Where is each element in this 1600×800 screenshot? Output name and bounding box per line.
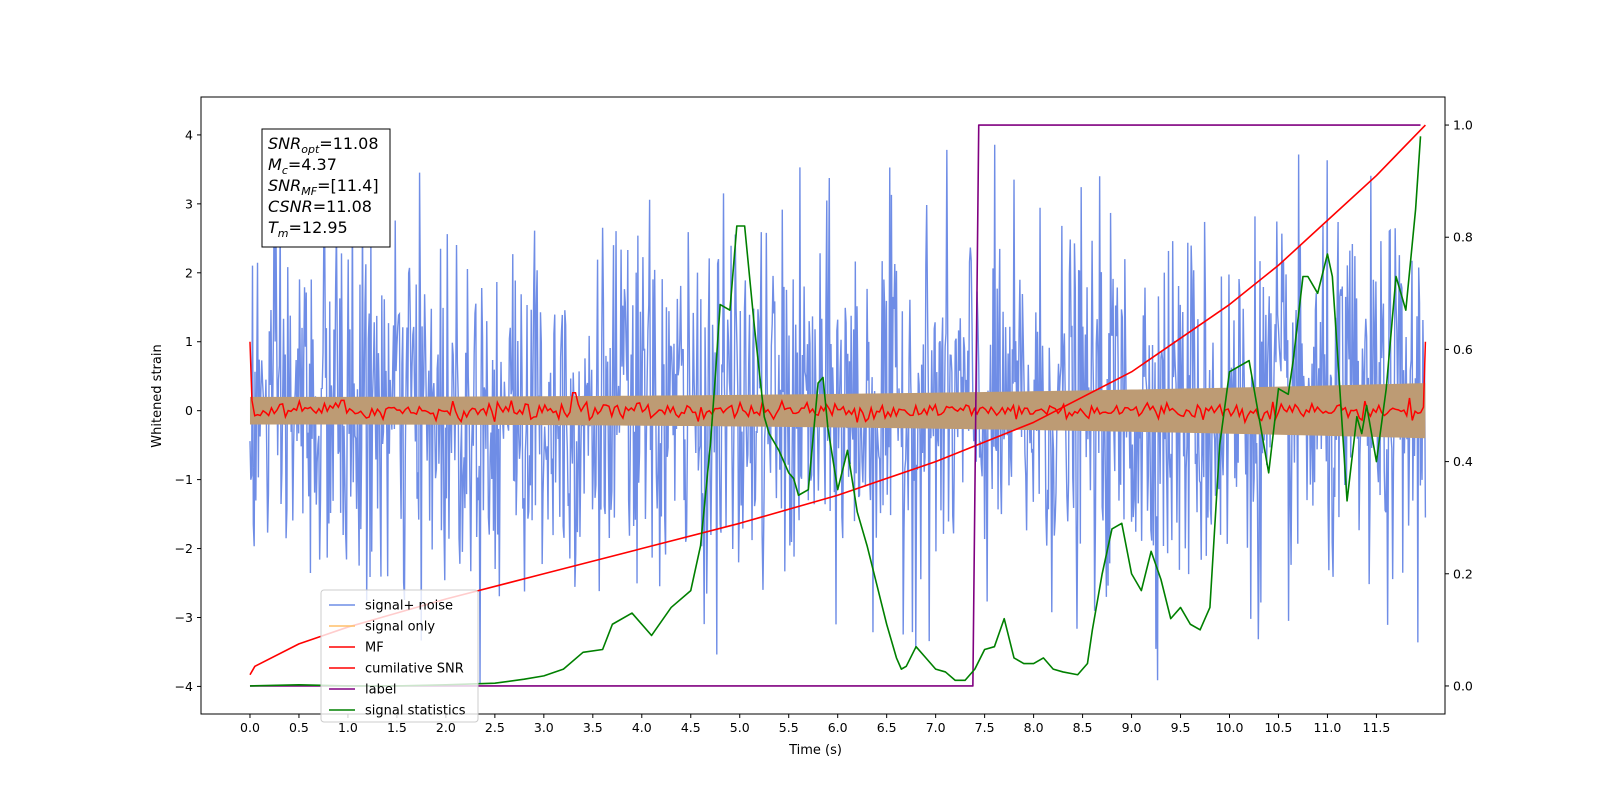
mc-label: M	[268, 155, 282, 174]
legend-label-label: label	[365, 683, 396, 698]
y2-tick-label: 0.8	[1453, 230, 1473, 245]
y-axis-label: Whitened strain	[150, 344, 165, 447]
y-tick-label: −1	[175, 472, 193, 487]
x-tick-label: 9.5	[1171, 720, 1191, 735]
snr-opt-label: SNR	[268, 134, 301, 153]
x-tick-label: 2.5	[485, 720, 505, 735]
y2-tick-label: 0.6	[1453, 342, 1473, 357]
annotation-snr-opt: SNRopt=11.08	[268, 134, 379, 156]
x-tick-label: 9.0	[1122, 720, 1142, 735]
snr-mf-sub: MF	[301, 185, 317, 198]
x-tick-label: 10.5	[1265, 720, 1293, 735]
snr-opt-sub: opt	[301, 143, 320, 156]
legend-label-signal-only: signal only	[365, 620, 435, 635]
annotation-snr-mf: SNRMF=[11.4]	[268, 176, 379, 198]
csnr-value: =11.08	[313, 197, 372, 216]
y2-tick-label: 1.0	[1453, 118, 1473, 133]
series-signal-only	[249, 383, 1426, 439]
x-tick-label: 0.0	[240, 720, 260, 735]
mc-value: =4.37	[288, 155, 337, 174]
legend: signal+ noise signal only MF cumilative SNR…	[320, 589, 479, 723]
tm-value: =12.95	[289, 218, 348, 237]
y2-tick-label: 0.4	[1453, 454, 1473, 469]
x-tick-label: 1.0	[338, 720, 358, 735]
annotation-csnr: CSNR=11.08	[268, 197, 372, 216]
x-tick-label: 1.5	[387, 720, 407, 735]
x-tick-label: 2.0	[436, 720, 456, 735]
axes: 0.0 0.5 1.0 1.5 2.0 2.5 3.0 3.5 4.0 4.5 5.0 5.5 6.0 6…	[175, 96, 1473, 735]
annotation-tm: Tm=12.95	[268, 218, 348, 240]
x-tick-label: 3.0	[534, 720, 554, 735]
legend-label-mf: MF	[365, 641, 384, 656]
series-signal-statistics	[249, 136, 1422, 687]
axes-frame	[200, 96, 1446, 715]
series-label	[249, 124, 1421, 687]
y2-tick-label: 0.0	[1453, 678, 1473, 693]
legend-frame	[320, 589, 479, 723]
y2-tick-label: 0.2	[1453, 566, 1473, 581]
y-tick-label: 1	[185, 334, 193, 349]
x-tick-label: 11.5	[1363, 720, 1391, 735]
y-tick-label: −3	[175, 610, 193, 625]
series-mf	[249, 341, 1427, 425]
x-tick-label: 10.0	[1216, 720, 1244, 735]
annotation-box: SNRopt=11.08 Mc=4.37 SNRMF=[11.4] CSNR=1…	[261, 128, 391, 248]
y-tick-label: −2	[175, 541, 193, 556]
annotation-mc: Mc=4.37	[268, 155, 337, 177]
y-tick-label: 3	[185, 196, 193, 211]
x-tick-label: 6.0	[828, 720, 848, 735]
x-tick-label: 5.5	[779, 720, 799, 735]
x-tick-label: 7.5	[975, 720, 995, 735]
y-tick-label: −4	[175, 679, 193, 694]
x-tick-label: 7.0	[926, 720, 946, 735]
x-tick-label: 4.0	[632, 720, 652, 735]
legend-label-signal-statistics: signal statistics	[365, 704, 466, 719]
annotation-frame	[261, 128, 391, 248]
csnr-label: CSNR	[268, 197, 313, 216]
y-tick-label: 0	[185, 403, 193, 418]
tm-label: T	[268, 218, 279, 237]
legend-label-cumilative-snr: cumilative SNR	[365, 662, 464, 677]
snr-mf-label: SNR	[268, 176, 301, 195]
snr-opt-value: =11.08	[319, 134, 378, 153]
x-tick-label: 8.0	[1024, 720, 1044, 735]
plot-area	[249, 124, 1427, 687]
mc-sub: c	[282, 164, 288, 177]
x-tick-label: 4.5	[681, 720, 701, 735]
tm-sub: m	[278, 227, 289, 240]
x-axis-label: Time (s)	[788, 743, 842, 758]
x-tick-label: 11.0	[1314, 720, 1342, 735]
snr-mf-value: =[11.4]	[317, 176, 379, 195]
y-tick-label: 4	[185, 127, 193, 142]
x-tick-label: 5.0	[730, 720, 750, 735]
x-tick-label: 6.5	[877, 720, 897, 735]
x-tick-label: 3.5	[583, 720, 603, 735]
series-signal-noise	[249, 143, 1427, 683]
legend-label-signal-noise: signal+ noise	[365, 599, 453, 614]
y-tick-label: 2	[185, 265, 193, 280]
x-tick-label: 8.5	[1073, 720, 1093, 735]
x-tick-label: 0.5	[289, 720, 309, 735]
